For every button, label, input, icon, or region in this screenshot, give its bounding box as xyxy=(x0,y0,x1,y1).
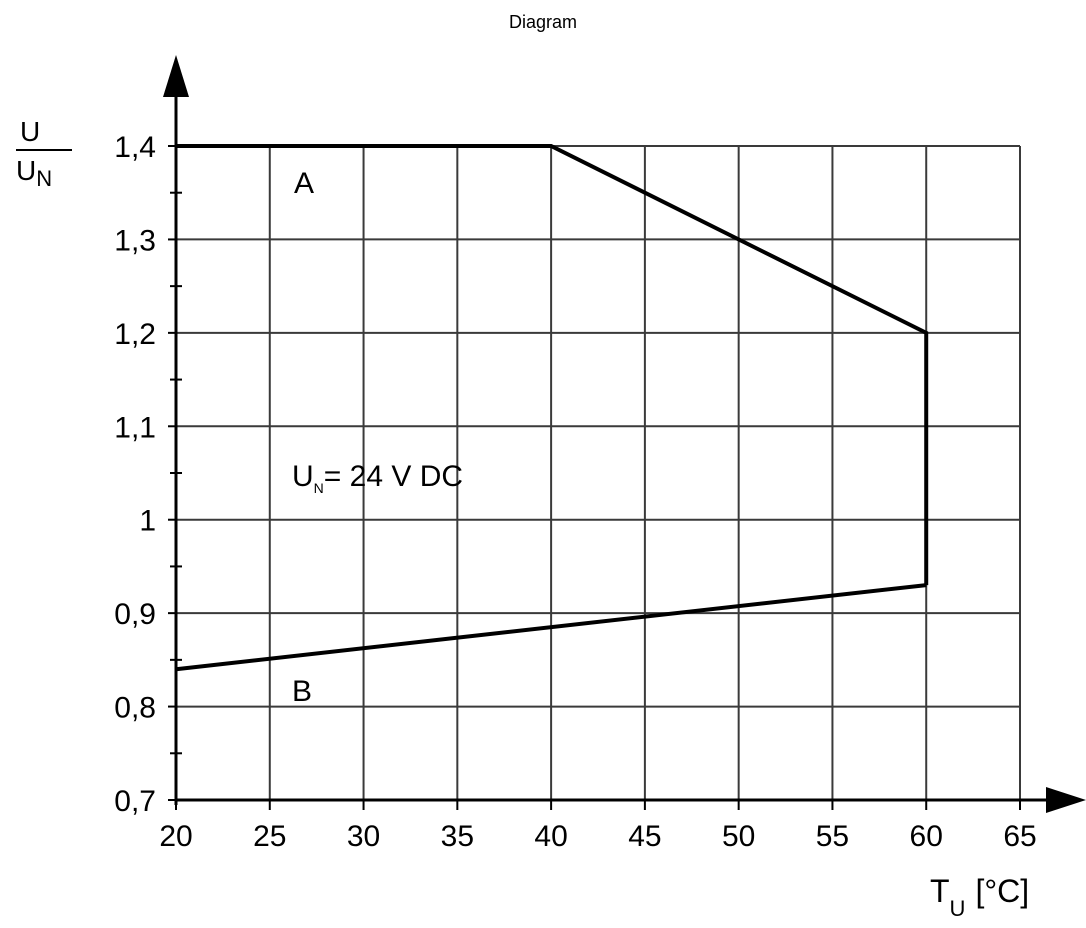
x-tick-label: 50 xyxy=(722,820,755,853)
x-tick-label: 35 xyxy=(441,820,474,853)
grid xyxy=(168,145,1021,810)
series-label-a: A xyxy=(294,167,314,200)
y-axis-label-denominator: UN xyxy=(16,155,52,191)
y-axis-label-numerator: U xyxy=(20,116,40,147)
voltage-annotation: UN= 24 V DC xyxy=(292,460,463,496)
voltage-annotation-sub: N xyxy=(314,480,324,496)
y-tick-label: 1,1 xyxy=(114,411,156,444)
series-line-a xyxy=(176,144,929,586)
tick-labels: 20 25 30 35 40 45 50 55 60 65 0,7 0,8 0,9 1 1,1 1,2 1,3 1… xyxy=(114,131,1036,853)
x-tick-label: 20 xyxy=(159,820,192,853)
x-tick-label: 60 xyxy=(910,820,943,853)
voltage-annotation-rest: = 24 V DC xyxy=(324,460,463,493)
x-tick-label: 30 xyxy=(347,820,380,853)
y-axis-label-denominator-main: U xyxy=(16,155,36,186)
series-line-b xyxy=(175,583,927,672)
x-tick-label: 65 xyxy=(1003,820,1036,853)
x-tick-label: 40 xyxy=(534,820,567,853)
y-axis-label-denominator-sub: N xyxy=(36,166,52,191)
y-axis-arrow-icon xyxy=(163,55,189,97)
x-axis-label-unit: [°C] xyxy=(975,873,1029,909)
x-tick-label: 55 xyxy=(816,820,849,853)
x-axis-label: TU [°C] xyxy=(930,873,1029,921)
y-tick-label: 0,8 xyxy=(114,692,156,725)
y-tick-label: 1,3 xyxy=(114,224,156,257)
y-tick-label: 1,4 xyxy=(114,131,156,164)
series xyxy=(175,144,929,672)
x-axis-arrow-icon xyxy=(1046,787,1086,813)
x-axis-label-sub: U xyxy=(950,896,966,921)
y-tick-label: 1 xyxy=(139,505,156,538)
axes xyxy=(163,55,1086,813)
y-tick-label: 1,2 xyxy=(114,318,156,351)
y-tick-label: 0,7 xyxy=(114,785,156,818)
series-label-b: B xyxy=(292,675,312,708)
voltage-annotation-main: U xyxy=(292,460,314,493)
x-tick-label: 45 xyxy=(628,820,661,853)
y-tick-label: 0,9 xyxy=(114,598,156,631)
page-title: Diagram xyxy=(508,12,578,32)
x-axis-label-main: T xyxy=(930,873,950,909)
x-tick-label: 25 xyxy=(253,820,286,853)
